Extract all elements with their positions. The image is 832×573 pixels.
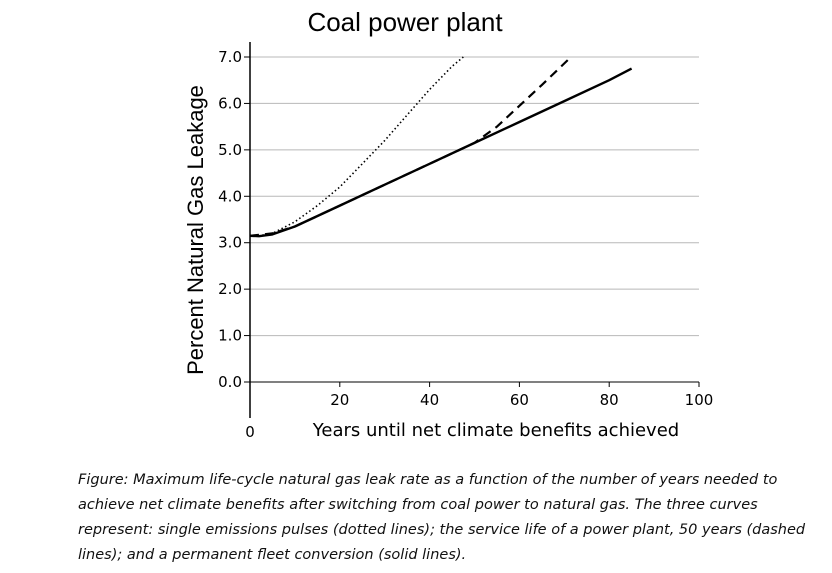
y-tick-label: 0.0 [218,373,242,391]
x-tick-label: 0 [245,423,255,441]
y-tick-label: 4.0 [218,187,242,205]
tick-labels: 0.0 1.0 2.0 3.0 4.0 5.0 6.0 7.0 0 20 40 60 80 100 [218,48,713,441]
figure-caption: Figure: Maximum life-cycle natural gas l… [78,472,806,563]
chart: Coal power plant Percent Natural Gas Lea… [183,7,713,441]
x-tick-label: 80 [600,391,619,409]
series-line-dotted [250,56,464,237]
x-tick-label: 60 [510,391,529,409]
y-tick-label: 6.0 [218,94,242,112]
x-tick-label: 40 [420,391,439,409]
x-tick-label: 100 [685,391,714,409]
x-axis-label: Years until net climate benefits achieve… [312,420,679,441]
y-tick-label: 2.0 [218,280,242,298]
series-group [249,56,633,238]
y-tick-label: 5.0 [218,141,242,159]
y-tick-label: 1.0 [218,327,242,345]
axes [244,42,700,418]
y-tick-label: 7.0 [218,48,242,66]
x-tick-label: 20 [330,391,349,409]
y-tick-label: 3.0 [218,234,242,252]
y-axis-label: Percent Natural Gas Leakage [183,85,208,375]
series-line-solid [249,67,633,238]
gridlines [250,56,699,337]
chart-title: Coal power plant [307,7,503,37]
series-line-dashed [249,56,572,237]
